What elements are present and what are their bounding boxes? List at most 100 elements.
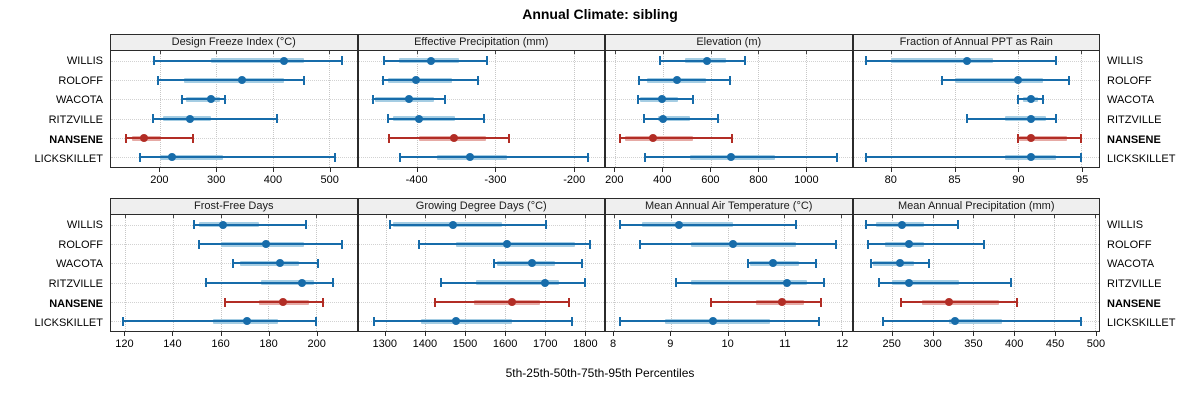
median-dot [702, 56, 711, 65]
site-label-ritzville: RITZVILLE [1107, 113, 1162, 126]
site-label-lickskillet: LICKSKILLET [34, 153, 103, 166]
panel-strip-title: Fraction of Annual PPT as Rain [852, 34, 1100, 51]
whisker-cap [152, 114, 155, 124]
panel-strip-title: Frost-Free Days [110, 198, 358, 215]
whisker-cap [341, 239, 344, 249]
whisker-cap [746, 258, 749, 268]
whisker-cap [544, 220, 547, 230]
whisker-cap [794, 220, 797, 230]
tick-top [385, 215, 387, 218]
whisker-cap [477, 75, 480, 85]
tick-top [495, 51, 497, 54]
tick-top [662, 51, 664, 54]
axis-tick [670, 332, 672, 336]
gridline-vertical [932, 215, 934, 331]
axis-tick [495, 168, 497, 172]
median-dot [769, 259, 778, 268]
median-dot [945, 298, 954, 306]
axis-tick [316, 332, 318, 336]
percentile-whisker [676, 281, 825, 284]
percentile-whisker [883, 320, 1082, 323]
tick-top [315, 215, 317, 218]
gridline-horizontal [606, 99, 852, 101]
whisker-cap [966, 114, 969, 124]
whisker-cap [444, 94, 447, 104]
whisker-cap [709, 297, 712, 307]
axis-tick [973, 332, 975, 336]
axis-tick-label: 80 [884, 174, 897, 186]
axis-tick [1095, 332, 1097, 336]
whisker-cap [580, 258, 583, 268]
tick-top [1081, 51, 1083, 54]
gridline-horizontal [358, 99, 604, 101]
whisker-cap [941, 75, 944, 85]
whisker-cap [1017, 94, 1019, 104]
site-label-wacota: WACOTA [55, 94, 103, 107]
axis-tick [932, 332, 934, 336]
axis-tick-label: -300 [484, 174, 507, 186]
percentile-whisker [181, 98, 226, 101]
tick-top [417, 51, 419, 54]
median-dot [261, 240, 270, 248]
percentile-whisker [225, 301, 324, 303]
median-dot [412, 76, 421, 84]
gridline-vertical [1013, 215, 1015, 331]
tick-top [220, 215, 222, 218]
site-label-nansene: NANSENE [1107, 297, 1161, 310]
whisker-cap [322, 297, 325, 307]
tick-top [892, 215, 894, 218]
axis-tick-label: -400 [405, 174, 428, 186]
whisker-cap [728, 75, 731, 85]
axis-tick [842, 332, 844, 336]
axis-tick [758, 168, 760, 172]
site-label-nansene: NANSENE [1107, 133, 1161, 146]
percentile-whisker [382, 79, 479, 81]
whisker-cap [865, 220, 868, 230]
median-dot [508, 298, 517, 306]
axis-tick-label: -200 [563, 174, 586, 186]
whisker-cap [383, 56, 386, 66]
percentile-whisker [639, 243, 836, 245]
median-dot [950, 317, 959, 326]
gridline-vertical [1081, 51, 1083, 167]
whisker-cap [121, 316, 124, 326]
axis-tick [268, 332, 270, 336]
percentile-whisker [140, 156, 335, 159]
site-label-roloff: ROLOFF [58, 238, 103, 251]
median-dot [242, 317, 251, 326]
whisker-cap [372, 94, 375, 104]
percentile-whisker [967, 117, 1056, 120]
panel-strip-title: Elevation (m) [605, 34, 853, 51]
gridline-vertical [425, 215, 427, 331]
whisker-cap [835, 152, 838, 162]
gridline-vertical [670, 215, 672, 331]
median-dot [238, 76, 247, 84]
axis-tick-label: 300 [923, 338, 942, 350]
whisker-cap [643, 114, 646, 124]
tick-top [727, 215, 729, 218]
whisker-cap [317, 258, 320, 268]
whisker-cap [485, 56, 488, 66]
site-label-roloff: ROLOFF [1107, 74, 1152, 87]
tick-top [954, 51, 956, 54]
gridline-vertical [784, 215, 786, 331]
whisker-cap [865, 152, 868, 162]
whisker-cap [331, 278, 334, 288]
whisker-cap [1054, 114, 1057, 124]
site-label-roloff: ROLOFF [1107, 238, 1152, 251]
panel-strip-title: Design Freeze Index (°C) [110, 34, 358, 51]
axis-tick [329, 168, 331, 172]
axis-tick-label: 12 [836, 338, 849, 350]
axis-tick-label: 450 [1045, 338, 1065, 350]
tick-top [159, 51, 161, 54]
percentile-whisker [747, 262, 816, 265]
whisker-cap [387, 133, 390, 143]
axis-tick-label: 160 [211, 338, 230, 350]
whisker-cap [198, 239, 201, 249]
whisker-cap [1080, 152, 1083, 162]
panel-plot-area [605, 215, 853, 332]
whisker-cap [1080, 316, 1083, 326]
percentile-whisker [440, 281, 585, 284]
whisker-cap [231, 258, 234, 268]
percentile-whisker [199, 243, 343, 245]
